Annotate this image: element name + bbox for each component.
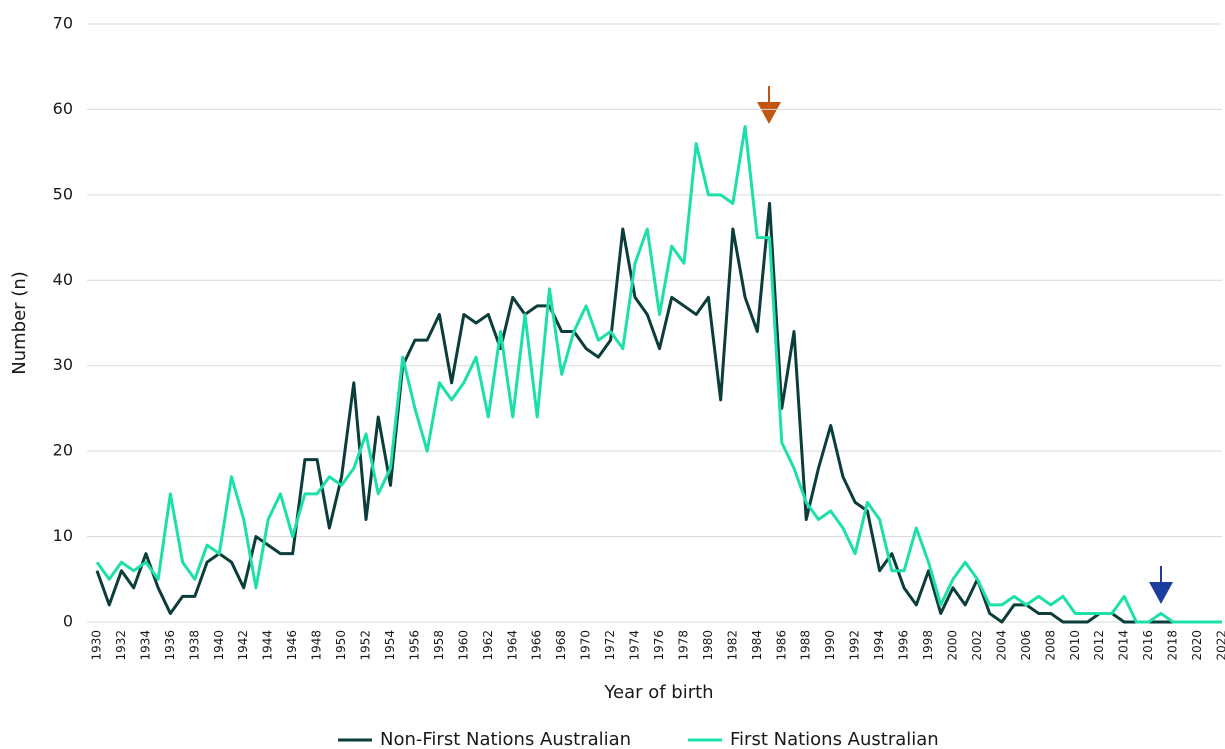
- x-tick-label: 2012: [1092, 630, 1106, 661]
- y-tick-label: 50: [53, 184, 73, 203]
- y-tick-label: 10: [53, 526, 73, 545]
- x-tick-label: 2002: [970, 630, 984, 661]
- y-tick-label: 0: [63, 612, 73, 631]
- annotation-arrow: [1149, 566, 1173, 604]
- x-tick-label: 1998: [921, 630, 935, 661]
- x-tick-label: 2010: [1068, 630, 1082, 661]
- y-tick-label: 70: [53, 14, 73, 33]
- x-tick-label: 2016: [1141, 630, 1155, 661]
- y-axis-label: Number (n): [9, 271, 30, 374]
- x-tick-label: 1938: [187, 630, 201, 661]
- x-tick-label: 2022: [1215, 630, 1225, 661]
- x-tick-label: 1962: [481, 630, 495, 661]
- x-tick-label: 1980: [701, 630, 715, 661]
- x-tick-label: 1954: [383, 630, 397, 661]
- x-tick-label: 1986: [774, 630, 788, 661]
- x-tick-label: 1960: [456, 630, 470, 661]
- x-tick-label: 1966: [530, 630, 544, 661]
- x-tick-label: 2006: [1019, 630, 1033, 661]
- x-tick-label: 2008: [1043, 630, 1057, 661]
- x-tick-label: 1964: [505, 630, 519, 661]
- annotation-arrow: [757, 86, 781, 124]
- x-tick-label: 1992: [848, 630, 862, 661]
- x-tick-label: 1942: [236, 630, 250, 661]
- x-tick-label: 1982: [725, 630, 739, 661]
- x-tick-label: 1958: [432, 630, 446, 661]
- x-tick-label: 2004: [994, 630, 1008, 661]
- x-tick-label: 1968: [554, 630, 568, 661]
- x-tick-label: 1934: [138, 630, 152, 661]
- x-axis-label: Year of birth: [603, 682, 713, 703]
- x-tick-label: 2014: [1117, 630, 1131, 661]
- legend-label: First Nations Australian: [730, 729, 939, 749]
- x-tick-label: 1936: [163, 630, 177, 661]
- x-tick-label: 2000: [945, 630, 959, 661]
- x-tick-label: 1952: [359, 630, 373, 661]
- x-tick-label: 1944: [261, 630, 275, 661]
- plot: 0 10 20 30 40 50 60 70 1930 1932 1934 1936 1938 1940 1…: [53, 14, 1225, 749]
- legend-label: Non-First Nations Australian: [380, 729, 631, 749]
- x-tick-label: 1978: [676, 630, 690, 661]
- x-tick-label: 1948: [310, 630, 324, 661]
- x-tick-label: 1996: [897, 630, 911, 661]
- x-tick-label: 1984: [750, 630, 764, 661]
- x-tick-label: 2020: [1190, 630, 1204, 661]
- x-tick-label: 1976: [652, 630, 666, 661]
- x-tick-label: 1956: [407, 630, 421, 661]
- x-tick-label: 1932: [114, 630, 128, 661]
- x-tick-label: 1990: [823, 630, 837, 661]
- series-line: [95, 201, 1222, 624]
- x-tick-label: 1940: [212, 630, 226, 661]
- x-tick-label: 1972: [603, 630, 617, 661]
- x-tick-label: 1994: [872, 630, 886, 661]
- series-line: [95, 125, 1222, 624]
- y-tick-label: 30: [53, 355, 73, 374]
- x-tick-label: 1930: [90, 630, 104, 661]
- x-tick-label: 1970: [579, 630, 593, 661]
- x-tick-label: 2018: [1166, 630, 1180, 661]
- x-tick-label: 1974: [628, 630, 642, 661]
- x-tick-label: 1950: [334, 630, 348, 661]
- y-tick-label: 20: [53, 441, 73, 460]
- y-tick-label: 40: [53, 270, 73, 289]
- x-tick-label: 1946: [285, 630, 299, 661]
- x-tick-label: 1988: [799, 630, 813, 661]
- y-tick-label: 60: [53, 99, 73, 118]
